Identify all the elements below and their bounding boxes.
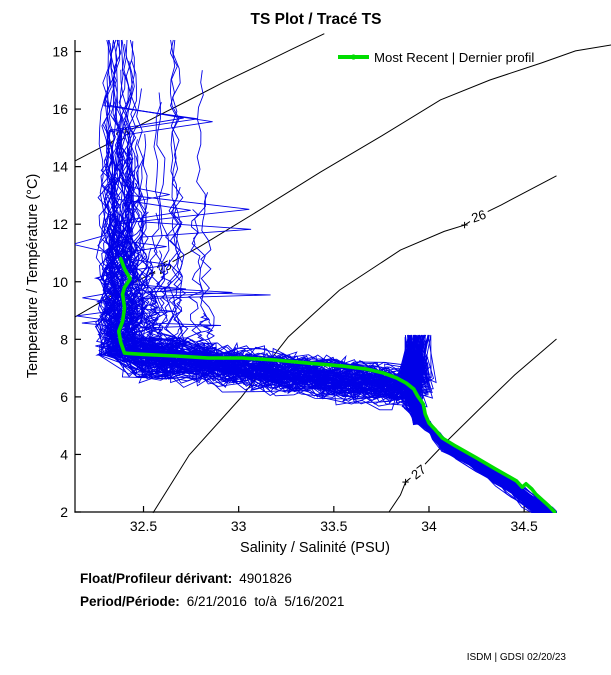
- y-tick-label: 10: [52, 274, 68, 290]
- ts-profile-line: [115, 74, 542, 513]
- ts-profile-line: [103, 43, 538, 513]
- ts-profile-line: [120, 60, 538, 513]
- contour-label-bg: [406, 460, 431, 484]
- contour-label-26: 26: [466, 206, 491, 226]
- period-value: 6/21/2016 to/à 5/16/2021: [187, 594, 345, 609]
- ts-profile-line: [95, 95, 542, 513]
- contour-label-text: 27: [408, 462, 429, 483]
- ts-profile-line: [125, 155, 546, 513]
- ts-profile-line: [127, 39, 544, 513]
- ts-profile-line: [118, 128, 556, 513]
- x-tick-label: 34: [421, 518, 437, 534]
- ts-profile-line: [111, 39, 544, 513]
- period-label: Period/Période:: [80, 594, 180, 609]
- ts-profile-line: [107, 39, 537, 513]
- axes-layer: 2 4 6 8 10 12 14 16 18 32.5 33 33.5 34 34.5: [52, 40, 557, 534]
- profile-ensemble-layer: [75, 39, 557, 513]
- ts-profile-line: [105, 39, 557, 513]
- contour-label-text: 26: [469, 207, 488, 226]
- ts-profile-line: [130, 39, 541, 513]
- float-label: Float/Profileur dérivant:: [80, 571, 232, 586]
- ts-profile-line: [95, 299, 542, 513]
- ts-profile-line: [118, 43, 535, 513]
- legend-line-marker: [350, 54, 357, 60]
- y-tick-label: 14: [52, 159, 68, 175]
- x-tick-label: 33.5: [320, 518, 347, 534]
- ts-profile-line: [99, 39, 542, 513]
- contour-label-bg: [466, 206, 491, 226]
- ts-profile-line: [129, 92, 549, 513]
- ts-profile-line: [101, 39, 551, 513]
- ts-profile-line: [121, 272, 539, 513]
- density-contour-line-25: [74, 44, 611, 318]
- ts-profile-line: [76, 266, 554, 513]
- ts-profile-line: [103, 293, 551, 513]
- ts-profile-line: [146, 102, 547, 513]
- legend-label: Most Recent | Dernier profil: [374, 50, 534, 65]
- ts-profile-line: [133, 299, 546, 513]
- y-tick-label: 6: [60, 389, 68, 405]
- footer-period-line: Period/Période: 6/21/2016 to/à 5/16/2021: [80, 594, 344, 609]
- legend: Most Recent | Dernier profil: [338, 50, 534, 65]
- x-tick-label: 34.5: [511, 518, 538, 534]
- y-tick-label: 18: [52, 44, 68, 60]
- ts-profile-line: [105, 39, 539, 513]
- ts-profile-line: [136, 154, 546, 513]
- x-tick-label: 32.5: [130, 518, 157, 534]
- footer-float-line: Float/Profileur dérivant: 4901826: [80, 571, 292, 586]
- ts-profile-line: [104, 226, 544, 513]
- most-recent-layer: [117, 256, 557, 513]
- y-tick-label: 16: [52, 101, 68, 117]
- density-contour-line-24: [74, 33, 325, 162]
- density-contour-line-27: [388, 338, 557, 513]
- ts-profile-line: [131, 193, 535, 513]
- y-tick-label: 8: [60, 331, 68, 347]
- ts-profile-line: [122, 152, 557, 513]
- chart-title: TS Plot / Tracé TS: [251, 11, 382, 28]
- ts-profile-line: [120, 147, 552, 513]
- ts-profile-line: [131, 291, 541, 513]
- credit-stamp: ISDM | GDSI 02/20/23: [467, 652, 567, 663]
- x-tick-label: 33: [231, 518, 247, 534]
- ts-profile-line: [119, 39, 544, 513]
- ts-profile-line: [151, 39, 538, 513]
- ts-profile-line: [119, 41, 554, 513]
- y-axis-label: Temperature / Température (°C): [25, 174, 41, 379]
- y-tick-label: 4: [60, 446, 68, 462]
- ts-profile-line: [136, 39, 543, 513]
- x-axis-label: Salinity / Salinité (PSU): [240, 540, 390, 556]
- ts-profile-line: [116, 289, 539, 513]
- most-recent-profile-line: [117, 256, 557, 513]
- contour-label-27: 27: [406, 460, 431, 484]
- ts-profile-line: [111, 118, 551, 513]
- y-tick-label: 12: [52, 216, 68, 232]
- ts-profile-line: [104, 102, 547, 513]
- float-value: 4901826: [239, 571, 292, 586]
- y-tick-label: 2: [60, 504, 68, 520]
- ts-profile-line: [106, 39, 536, 513]
